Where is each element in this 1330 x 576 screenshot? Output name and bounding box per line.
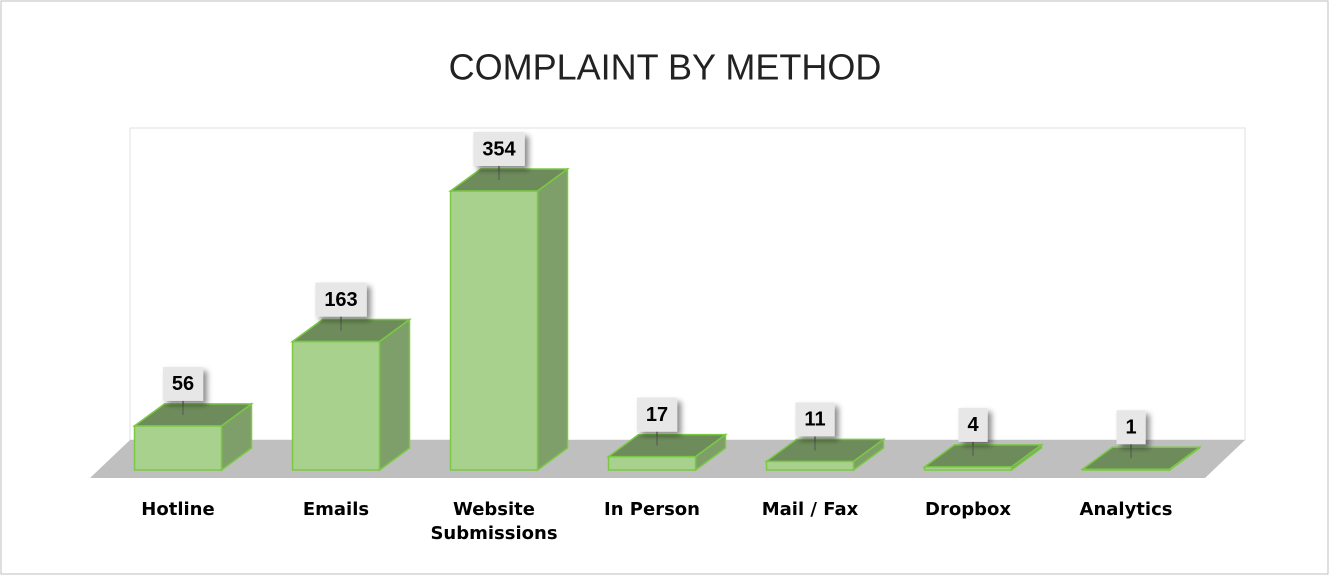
data-label: 354 (482, 138, 516, 160)
x-tick-label: Mail / Fax (761, 499, 859, 520)
bar (133, 425, 223, 471)
data-label: 1 (1125, 416, 1136, 438)
data-label: 56 (172, 373, 194, 395)
bar-top (922, 444, 1044, 468)
bar-top (1080, 446, 1202, 470)
data-label-box (795, 402, 835, 437)
chart-title: COMPLAINT BY METHOD (449, 47, 882, 88)
x-tick-label: Hotline (141, 499, 215, 520)
data-label-box (473, 132, 525, 166)
x-tick-label: In Person (604, 499, 700, 520)
bar (765, 460, 855, 471)
data-label: 4 (967, 414, 979, 436)
bar-top (132, 403, 254, 427)
bar (607, 455, 697, 471)
x-tick-label: Emails (302, 499, 370, 520)
x-tick-label: Analytics (1079, 499, 1173, 520)
data-label: 163 (324, 289, 357, 311)
data-label-box (958, 407, 988, 442)
bar-top (764, 438, 886, 463)
bar-top (448, 168, 570, 192)
bar (291, 340, 381, 471)
data-label-box (636, 397, 678, 432)
data-label-box (1116, 410, 1146, 445)
data-label-box (315, 282, 367, 317)
bar-side (536, 167, 569, 472)
bar-side (378, 318, 411, 472)
bar-top (290, 318, 412, 343)
x-tick-label: Website Submissions (430, 499, 558, 544)
data-label: 11 (804, 409, 825, 431)
bar-top (606, 433, 728, 458)
data-label-box (162, 366, 204, 401)
x-tick-label: Dropbox (925, 499, 1011, 520)
data-label: 17 (646, 404, 668, 426)
bar (449, 190, 539, 471)
